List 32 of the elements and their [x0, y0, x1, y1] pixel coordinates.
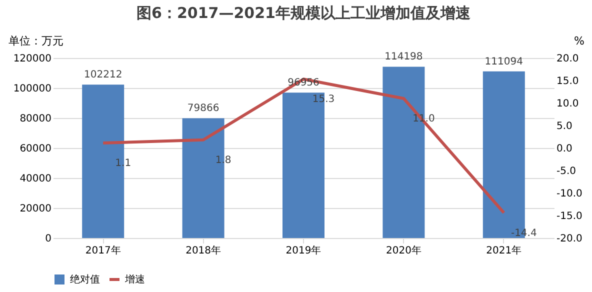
y2-axis-title: %	[574, 34, 584, 48]
y-tick-label: 100000	[13, 84, 52, 94]
data-label: 79866	[187, 103, 220, 114]
y2-tick-label: 15.0	[556, 76, 579, 87]
line-series	[102, 78, 506, 214]
y2-tick-label: -10.0	[556, 188, 582, 200]
y-tick-label: 80000	[20, 114, 52, 124]
y2-tick-label: 0.0	[556, 144, 572, 154]
x-tick-label: 2019年	[286, 244, 322, 256]
y2-tick-label: 10.0	[556, 98, 579, 110]
legend-label: 增速	[124, 274, 145, 286]
y2-tick-label: 5.0	[556, 121, 572, 132]
data-label: 111094	[484, 56, 523, 68]
data-label: 102212	[84, 70, 122, 81]
chart-title: 图6：2017—2021年规模以上工业增加值及增速	[136, 4, 472, 22]
y-tick-label: 0	[45, 234, 52, 244]
y-tick-label: 60000	[20, 144, 52, 154]
data-label: 114198	[384, 52, 423, 63]
y-tick-label: 20000	[20, 204, 52, 214]
data-label: 11.0	[412, 114, 435, 124]
legend-label: 绝对值	[70, 274, 100, 286]
y-axis-title: 单位：万元	[8, 34, 64, 48]
x-tick-label: 2021年	[486, 244, 522, 256]
y-tick-label: 120000	[13, 54, 52, 64]
x-tick-label: 2017年	[85, 244, 121, 256]
y2-tick-label: -15.0	[556, 211, 582, 222]
x-tick-label: 2020年	[386, 244, 422, 256]
y2-tick-label: 20.0	[556, 54, 579, 64]
y2-tick-label: -20.0	[556, 234, 582, 244]
x-tick-label: 2018年	[186, 244, 222, 256]
y2-tick-label: -5.0	[556, 166, 576, 177]
y-tick-label: 40000	[20, 174, 52, 184]
